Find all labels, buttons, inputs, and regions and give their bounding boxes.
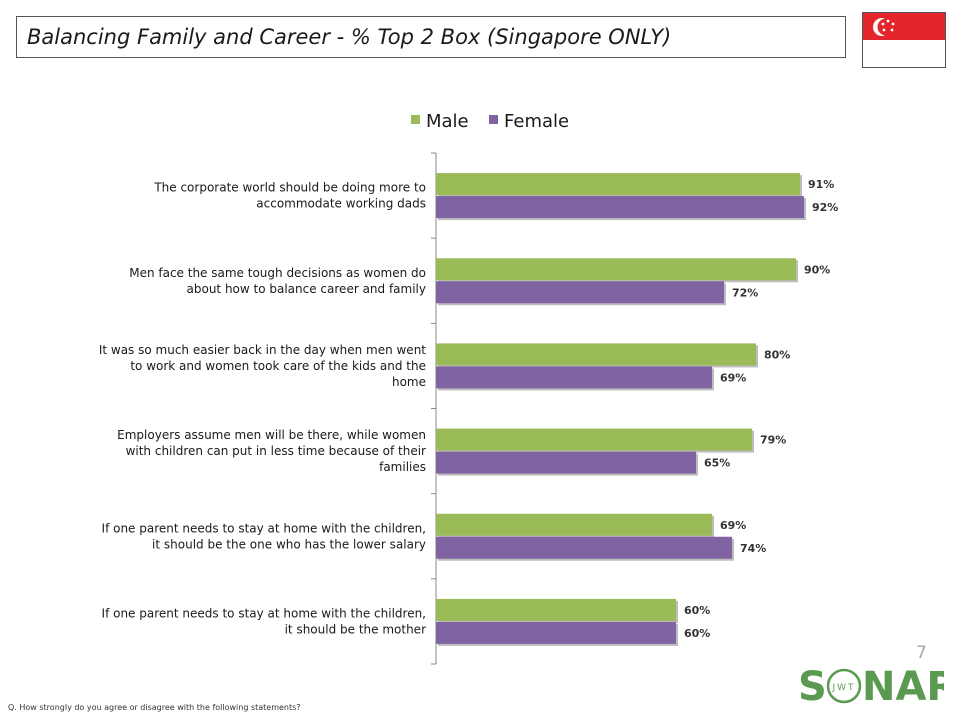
category-label-line: The corporate world should be doing more… xyxy=(153,181,426,195)
bar-male xyxy=(436,513,712,536)
bar-female xyxy=(436,281,724,304)
page-title: Balancing Family and Career - % Top 2 Bo… xyxy=(27,25,672,49)
data-label-male: 79% xyxy=(760,434,786,447)
category-label: If one parent needs to stay at home with… xyxy=(102,606,427,636)
data-label-female: 65% xyxy=(704,457,730,470)
category-label-line: it should be the mother xyxy=(285,622,426,636)
legend-swatch-male xyxy=(411,115,420,124)
bar-female xyxy=(436,451,696,474)
data-label-female: 69% xyxy=(720,371,746,384)
category-label: It was so much easier back in the day wh… xyxy=(99,343,426,389)
category-label-line: accommodate working dads xyxy=(256,197,426,211)
crescent-stars-icon xyxy=(873,18,895,36)
category-label-line: it should be the one who has the lower s… xyxy=(152,537,426,551)
singapore-flag-icon xyxy=(862,12,946,68)
bar-female xyxy=(436,536,732,559)
data-label-male: 90% xyxy=(804,263,830,276)
category-label: The corporate world should be doing more… xyxy=(153,181,426,211)
data-label-female: 60% xyxy=(684,627,710,640)
svg-text:S: S xyxy=(798,664,827,706)
flag-white-band xyxy=(863,40,945,67)
data-label-male: 91% xyxy=(808,178,834,191)
bar-female xyxy=(436,366,712,389)
page-number: 7 xyxy=(916,643,927,663)
logo-inner-text: JWT xyxy=(831,683,855,693)
legend-swatch-female xyxy=(489,115,498,124)
bar-female xyxy=(436,621,676,644)
category-label-line: It was so much easier back in the day wh… xyxy=(99,343,426,357)
category-label-line: families xyxy=(379,460,426,474)
bar-female xyxy=(436,196,804,219)
bar-male xyxy=(436,173,800,196)
sonar-logo: S JWT NAR xyxy=(798,664,944,706)
data-label-male: 60% xyxy=(684,604,710,617)
bar-male xyxy=(436,343,756,366)
data-label-female: 92% xyxy=(812,201,838,214)
category-label-line: Men face the same tough decisions as wom… xyxy=(129,266,426,280)
footnote: Q. How strongly do you agree or disagree… xyxy=(8,703,301,712)
category-label-line: If one parent needs to stay at home with… xyxy=(102,521,426,535)
category-label: Men face the same tough decisions as wom… xyxy=(129,266,426,296)
data-label-male: 69% xyxy=(720,519,746,532)
category-label: If one parent needs to stay at home with… xyxy=(102,521,426,551)
svg-text:NAR: NAR xyxy=(862,664,944,706)
data-label-male: 80% xyxy=(764,348,790,361)
category-label-line: home xyxy=(392,375,426,389)
title-box: Balancing Family and Career - % Top 2 Bo… xyxy=(16,16,846,58)
category-label-line: If one parent needs to stay at home with… xyxy=(102,606,426,620)
category-label-line: about how to balance career and family xyxy=(187,282,427,296)
category-label: Employers assume men will be there, whil… xyxy=(117,428,426,474)
bar-male xyxy=(436,598,676,621)
data-label-female: 72% xyxy=(732,286,758,299)
category-label-line: Employers assume men will be there, whil… xyxy=(117,428,426,442)
bar-male xyxy=(436,428,752,451)
legend-label-male: Male xyxy=(426,111,469,132)
data-label-female: 74% xyxy=(740,542,766,555)
category-label-line: to work and women took care of the kids … xyxy=(130,359,426,373)
legend-label-female: Female xyxy=(504,111,569,132)
bar-male xyxy=(436,258,796,281)
category-label-line: with children can put in less time becau… xyxy=(126,444,426,458)
